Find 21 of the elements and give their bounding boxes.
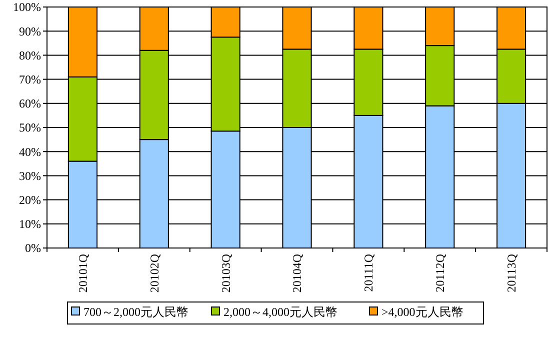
- legend-label: >4,000元人民幣: [382, 305, 464, 320]
- x-tick-label: 20103Q: [218, 254, 233, 293]
- y-tick-label: 80%: [19, 48, 41, 62]
- x-tick-label: 20104Q: [290, 254, 304, 293]
- x-tick-label: 20101Q: [76, 254, 90, 293]
- y-tick-label: 10%: [19, 217, 41, 232]
- legend-label: 2,000～4,000元人民幣: [224, 305, 338, 320]
- y-tick-label: 60%: [19, 96, 41, 111]
- y-tick-label: 90%: [19, 24, 41, 38]
- y-tick-label: 0%: [25, 241, 41, 256]
- y-tick-label: 50%: [19, 120, 41, 135]
- y-tick-label: 100%: [13, 0, 41, 14]
- x-tick-label: 20112Q: [433, 254, 448, 292]
- legend-label: 700～2,000元人民幣: [84, 305, 188, 320]
- y-tick-label: 20%: [19, 193, 41, 207]
- y-tick-label: 70%: [19, 72, 41, 86]
- x-tick-label: 20102Q: [147, 254, 162, 293]
- x-tick-label: 20111Q: [362, 254, 376, 292]
- x-tick-label: 20113Q: [504, 254, 518, 292]
- y-tick-label: 30%: [19, 168, 41, 183]
- y-tick-label: 40%: [19, 144, 41, 159]
